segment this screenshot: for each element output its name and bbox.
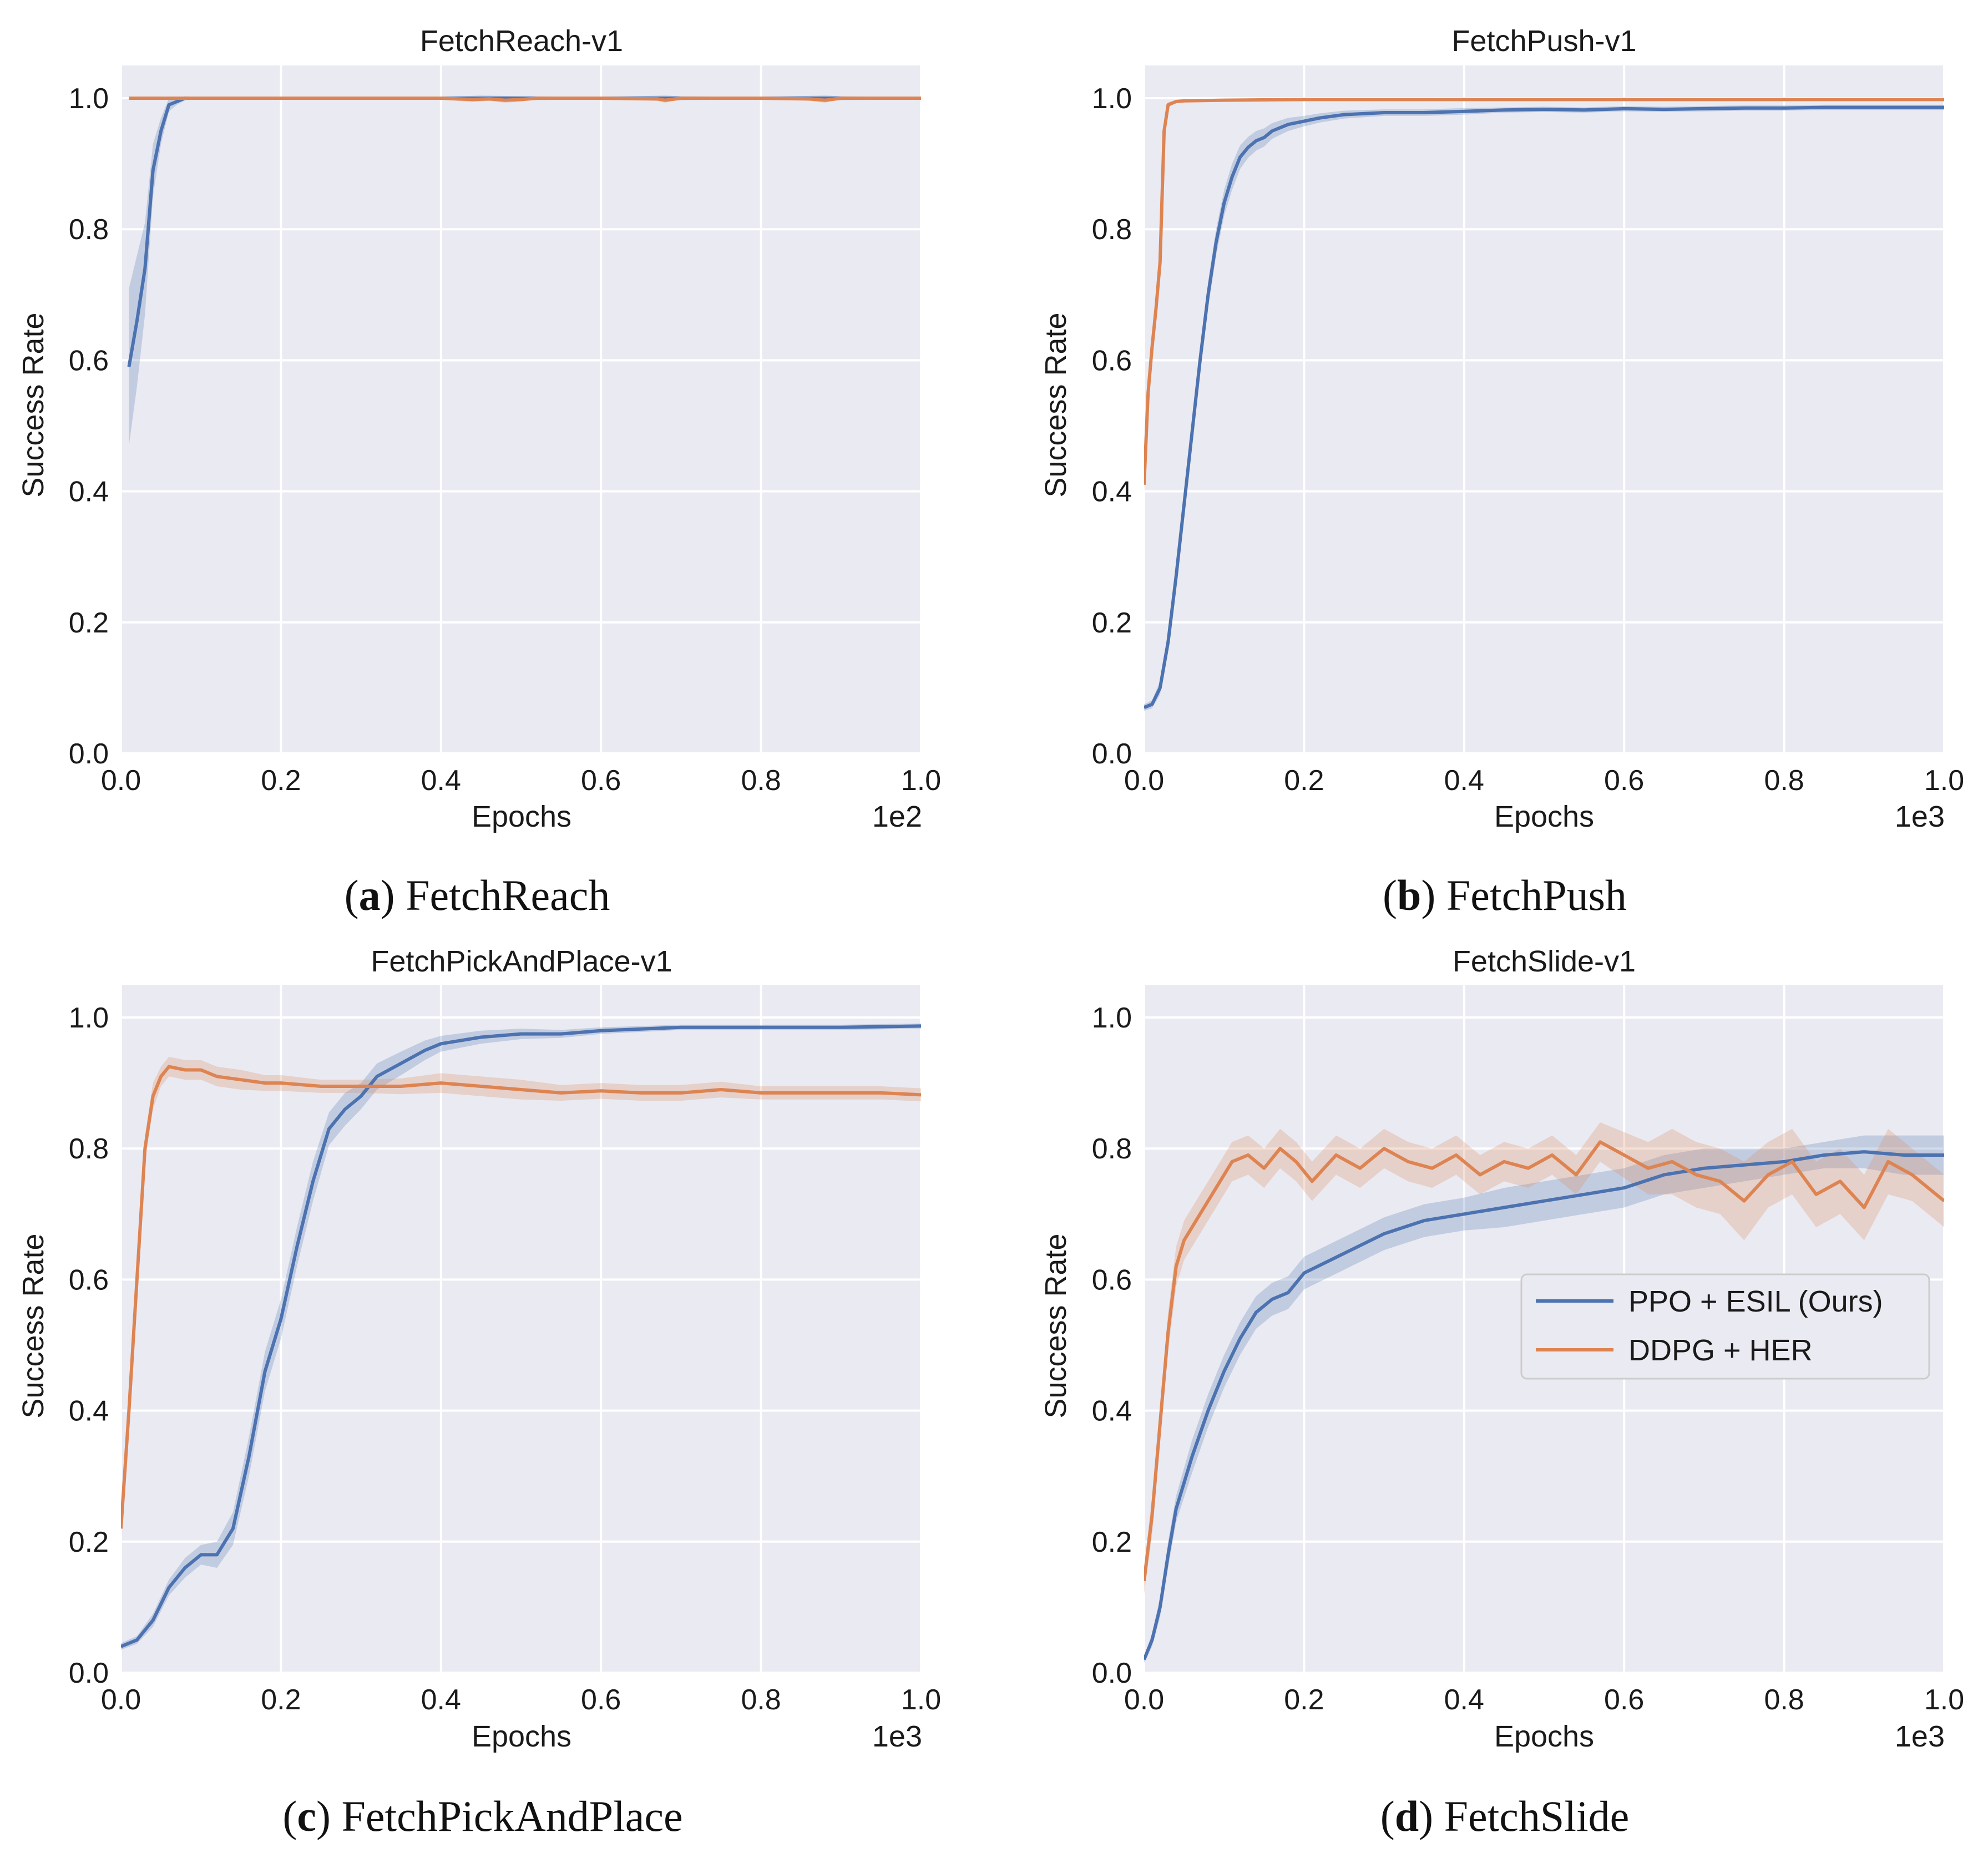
x-tick-label: 0.2 [1284, 765, 1324, 797]
y-tick-label: 0.6 [69, 1264, 109, 1296]
x-tick-label: 0.2 [261, 1684, 301, 1716]
y-tick-label: 0.4 [69, 1395, 109, 1427]
y-tick-label: 0.0 [1092, 1657, 1132, 1689]
caption-c-letter: c [297, 1792, 316, 1840]
y-tick-label: 0.6 [69, 345, 109, 377]
panel-b-ylabel: Success Rate [1039, 312, 1073, 497]
caption-d-letter: d [1395, 1792, 1419, 1840]
x-tick-label: 0.8 [741, 1684, 781, 1716]
plot-area [121, 985, 921, 1673]
y-tick-label: 0.0 [1092, 738, 1132, 770]
y-tick-label: 0.6 [1092, 345, 1132, 377]
caption-c: (c) FetchPickAndPlace [282, 1792, 682, 1840]
x-tick-label: 1.0 [1924, 765, 1964, 797]
x-tick-label: 0.4 [421, 1684, 461, 1716]
y-tick-label: 1.0 [1092, 1002, 1132, 1034]
x-tick-label: 0.8 [1764, 1684, 1804, 1716]
panel-a-offset-text: 1e2 [872, 800, 922, 833]
caption-c-text: FetchPickAndPlace [341, 1792, 682, 1840]
panel-a-ylabel: Success Rate [17, 312, 50, 497]
x-tick-label: 1.0 [901, 765, 941, 797]
x-tick-label: 0.6 [1604, 765, 1644, 797]
legend-label-ppo: PPO + ESIL (Ours) [1628, 1285, 1883, 1318]
x-tick-label: 0.4 [421, 765, 461, 797]
x-tick-label: 1.0 [901, 1684, 941, 1716]
panel-fetchpickandplace: 0.0 0.2 0.4 0.6 0.8 1.0 0.0 0.2 0.4 0.6 0.8 1.0 [69, 985, 941, 1716]
x-tick-label: 0.0 [1124, 765, 1164, 797]
x-tick-label: 0.0 [1124, 1684, 1164, 1716]
x-tick-label: 0.4 [1444, 1684, 1484, 1716]
y-tick-label: 0.2 [1092, 1526, 1132, 1558]
caption-b-text: FetchPush [1446, 871, 1627, 919]
caption-b: (b) FetchPush [1383, 871, 1627, 919]
y-tick-label: 0.2 [69, 1526, 109, 1558]
caption-b-letter: b [1397, 871, 1421, 919]
panel-b-offset-text: 1e3 [1895, 800, 1945, 833]
panel-fetchpush: 0.0 0.2 0.4 0.6 0.8 1.0 0.0 0.2 0.4 0.6 0.8 1.0 [1092, 65, 1964, 797]
panel-fetchreach: 0.0 0.2 0.4 0.6 0.8 1.0 0.0 0.2 0.4 0.6 0.8 1.0 [69, 65, 941, 797]
y-tick-label: 0.4 [1092, 476, 1132, 508]
panel-a-title: FetchReach-v1 [420, 24, 623, 58]
x-tick-label: 0.2 [261, 765, 301, 797]
legend-label-ddpg: DDPG + HER [1628, 1334, 1813, 1367]
y-tick-label: 0.8 [69, 214, 109, 246]
y-tick-label: 0.8 [1092, 214, 1132, 246]
y-tick-label: 1.0 [1092, 83, 1132, 115]
panel-c-offset-text: 1e3 [872, 1720, 922, 1753]
x-tick-label: 0.6 [581, 765, 621, 797]
x-tick-label: 0.4 [1444, 765, 1484, 797]
x-tick-label: 0.8 [1764, 765, 1804, 797]
panel-b-xlabel: Epochs [1494, 800, 1594, 833]
series-line-ddpg-her [129, 97, 921, 102]
panel-c-ylabel: Success Rate [17, 1233, 50, 1418]
series-band-ddpg-her [1144, 1122, 1944, 1594]
y-tick-label: 0.0 [69, 1657, 109, 1689]
x-tick-label: 0.2 [1284, 1684, 1324, 1716]
series-band-ppo-esil [1144, 1135, 1944, 1663]
panel-c-title: FetchPickAndPlace-v1 [371, 945, 672, 978]
series-band-ppo-esil [121, 1023, 921, 1650]
x-tick-label: 1.0 [1924, 1684, 1964, 1716]
y-tick-label: 0.2 [1092, 607, 1132, 639]
y-tick-label: 1.0 [69, 83, 109, 115]
panel-a-xlabel: Epochs [472, 800, 571, 833]
legend-box [1520, 1273, 1930, 1380]
panel-d-ylabel: Success Rate [1039, 1233, 1073, 1418]
panel-d-title: FetchSlide-v1 [1453, 945, 1636, 978]
series-line-ddpg-her [121, 1065, 921, 1529]
y-tick-label: 0.2 [69, 607, 109, 639]
y-tick-label: 0.6 [1092, 1264, 1132, 1296]
y-tick-label: 0.0 [69, 738, 109, 770]
x-tick-label: 0.0 [101, 1684, 141, 1716]
caption-a-text: FetchReach [406, 871, 610, 919]
caption-a-letter: a [359, 871, 381, 919]
y-tick-label: 1.0 [69, 1002, 109, 1034]
x-tick-label: 0.0 [101, 765, 141, 797]
x-tick-label: 0.8 [741, 765, 781, 797]
series-line-ppo-esil [121, 1024, 921, 1648]
caption-a: (a) FetchReach [345, 871, 610, 919]
panel-d-offset-text: 1e3 [1895, 1720, 1945, 1753]
caption-d-text: FetchSlide [1444, 1792, 1630, 1840]
plot-area [1144, 65, 1944, 753]
series-line-ddpg-her [1144, 1140, 1944, 1582]
y-tick-label: 0.4 [69, 476, 109, 508]
panel-b-title: FetchPush-v1 [1451, 24, 1636, 58]
panel-c-xlabel: Epochs [472, 1720, 571, 1753]
plot-area [121, 65, 921, 753]
series-line-ddpg-her [1144, 98, 1944, 485]
legend: PPO + ESIL (Ours) DDPG + HER [1520, 1273, 1930, 1380]
x-tick-label: 0.6 [1604, 1684, 1644, 1716]
y-tick-label: 0.4 [1092, 1395, 1132, 1427]
series-line-ppo-esil [1144, 105, 1944, 710]
panel-d-xlabel: Epochs [1494, 1720, 1594, 1753]
x-tick-label: 0.6 [581, 1684, 621, 1716]
series-line-ppo-esil [1144, 1150, 1944, 1660]
y-tick-label: 0.8 [69, 1133, 109, 1165]
caption-d: (d) FetchSlide [1380, 1792, 1630, 1840]
y-tick-label: 0.8 [1092, 1133, 1132, 1165]
